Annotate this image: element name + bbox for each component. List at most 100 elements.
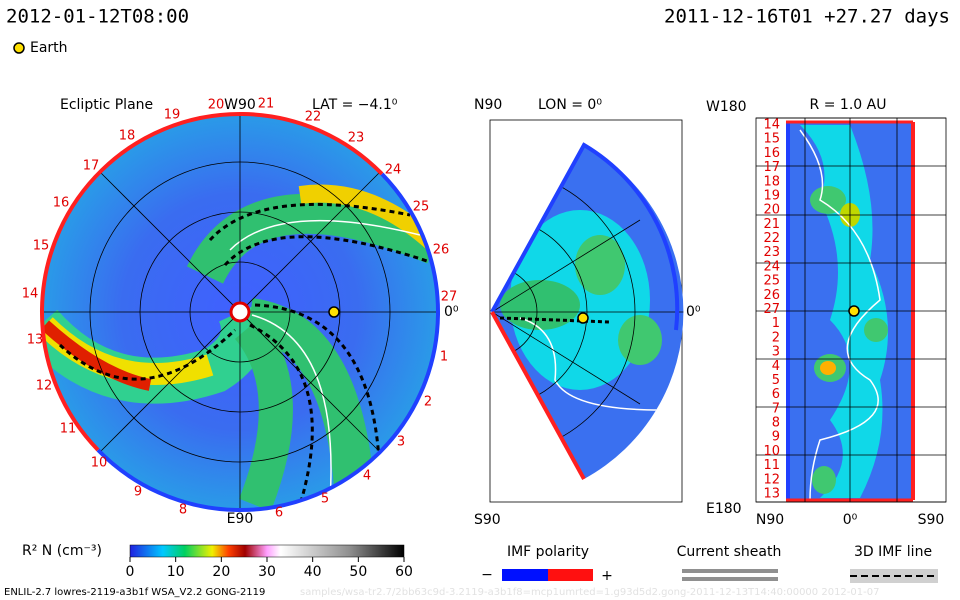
current-sheath bbox=[229, 219, 421, 251]
density-patch bbox=[500, 280, 580, 330]
time-left: 2012-01-12T08:00 bbox=[6, 6, 189, 28]
day-label: 27 bbox=[763, 302, 780, 317]
axis-label: N90 bbox=[474, 97, 502, 113]
day-label: 16 bbox=[53, 196, 70, 211]
day-label: 25 bbox=[763, 274, 780, 289]
density-patch bbox=[864, 318, 888, 342]
sun bbox=[229, 301, 251, 323]
day-label: 4 bbox=[363, 469, 371, 484]
current-sheath bbox=[799, 129, 881, 501]
day-label: 18 bbox=[119, 129, 136, 144]
legend-label: + bbox=[601, 568, 613, 584]
earth-marker bbox=[848, 305, 860, 317]
day-labels: 1415161718192021222324252627123456789101… bbox=[763, 118, 780, 502]
day-label: 16 bbox=[763, 146, 780, 161]
day-label: 10 bbox=[763, 444, 780, 459]
density-structures bbox=[492, 168, 684, 456]
rim-positive bbox=[40, 112, 384, 452]
earth-legend: Earth bbox=[30, 40, 68, 56]
radius-label: R = 1.0 AU bbox=[810, 97, 887, 113]
axis-label: E180 bbox=[706, 501, 742, 517]
colorbar-tick-label: 40 bbox=[304, 564, 322, 580]
density-patch bbox=[820, 361, 836, 375]
day-label: 5 bbox=[321, 492, 329, 507]
day-label: 27 bbox=[441, 290, 458, 305]
colorbar-tick-label: 10 bbox=[167, 564, 185, 580]
day-label: 22 bbox=[305, 110, 322, 125]
colorbar-tick-label: 20 bbox=[212, 564, 230, 580]
day-label: 19 bbox=[164, 108, 181, 123]
day-label: 23 bbox=[348, 131, 365, 146]
day-label: 6 bbox=[275, 506, 283, 521]
day-label: 11 bbox=[763, 458, 780, 473]
rim-positive bbox=[786, 120, 913, 502]
day-label: 13 bbox=[763, 487, 780, 502]
current-sheath bbox=[251, 314, 332, 501]
colorbar-ticks: 0 10 20 30 40 50 60 bbox=[126, 557, 413, 580]
day-label: 2 bbox=[772, 330, 780, 345]
day-label: 3 bbox=[772, 345, 780, 360]
density-patch bbox=[810, 186, 846, 214]
current-sheath bbox=[519, 317, 661, 411]
polarity-positive bbox=[548, 569, 593, 581]
day-labels: 20 21222324252627123456891011121314151617… bbox=[22, 97, 458, 521]
day-label: 22 bbox=[763, 231, 780, 246]
density-structures bbox=[43, 115, 437, 509]
day-label: 6 bbox=[772, 387, 780, 402]
day-label: 23 bbox=[763, 245, 780, 260]
day-label: 5 bbox=[772, 373, 780, 388]
day-label: 12 bbox=[763, 472, 780, 487]
axis-label: 0⁰ bbox=[686, 304, 701, 320]
earth-marker bbox=[577, 312, 589, 324]
day-label: 25 bbox=[413, 200, 430, 215]
day-label: 24 bbox=[385, 163, 402, 178]
day-label: 4 bbox=[772, 359, 780, 374]
colorbar-tick-label: 0 bbox=[126, 564, 135, 580]
day-label: 9 bbox=[134, 485, 142, 500]
colorbar-tick-label: 50 bbox=[349, 564, 367, 580]
x-label: S90 bbox=[918, 512, 945, 528]
x-label: N90 bbox=[756, 512, 784, 528]
axis-label: E90 bbox=[227, 511, 254, 527]
day-label: 15 bbox=[763, 132, 780, 147]
density-patch bbox=[800, 125, 888, 498]
lon-label: LON = 0⁰ bbox=[538, 97, 602, 113]
day-label: 18 bbox=[763, 174, 780, 189]
colorbar-tick-label: 60 bbox=[395, 564, 413, 580]
imf-line bbox=[249, 323, 314, 506]
density-patch bbox=[812, 466, 836, 494]
day-label: 14 bbox=[22, 287, 39, 302]
panel-title: Ecliptic Plane bbox=[60, 97, 153, 113]
day-label: 8 bbox=[772, 416, 780, 431]
axis-label: W90 bbox=[224, 97, 256, 113]
imf-line bbox=[208, 202, 411, 242]
day-label: 1 bbox=[440, 350, 448, 365]
day-label: 21 bbox=[763, 217, 780, 232]
lat-label: LAT = −4.1⁰ bbox=[312, 97, 398, 113]
colorbar bbox=[129, 544, 405, 558]
run-path: samples/wsa-tr2.7/2bb63c9d-3.2119-a3b1f8… bbox=[300, 587, 879, 598]
density-patch bbox=[575, 235, 625, 295]
imf-line bbox=[254, 303, 382, 491]
imf-line bbox=[223, 235, 431, 267]
density-arm bbox=[43, 320, 152, 391]
day-label: 17 bbox=[763, 160, 780, 175]
day-label: 21 bbox=[258, 97, 275, 112]
legend-title: IMF polarity bbox=[507, 544, 589, 560]
day-label: 12 bbox=[36, 379, 53, 394]
axis-label: S90 bbox=[474, 512, 501, 528]
polarity-negative bbox=[502, 569, 548, 581]
earth-marker bbox=[13, 42, 25, 54]
day-label: 9 bbox=[772, 430, 780, 445]
day-label: 24 bbox=[763, 259, 780, 274]
legend-title: Current sheath bbox=[677, 544, 782, 560]
legend-label: − bbox=[481, 567, 493, 583]
day-label: 19 bbox=[763, 188, 780, 203]
day-label: 1 bbox=[772, 316, 780, 331]
imf-line bbox=[499, 316, 611, 324]
day-label: 7 bbox=[772, 401, 780, 416]
rim-negative bbox=[490, 142, 680, 331]
colorbar-title: R² N (cm⁻³) bbox=[22, 543, 102, 559]
